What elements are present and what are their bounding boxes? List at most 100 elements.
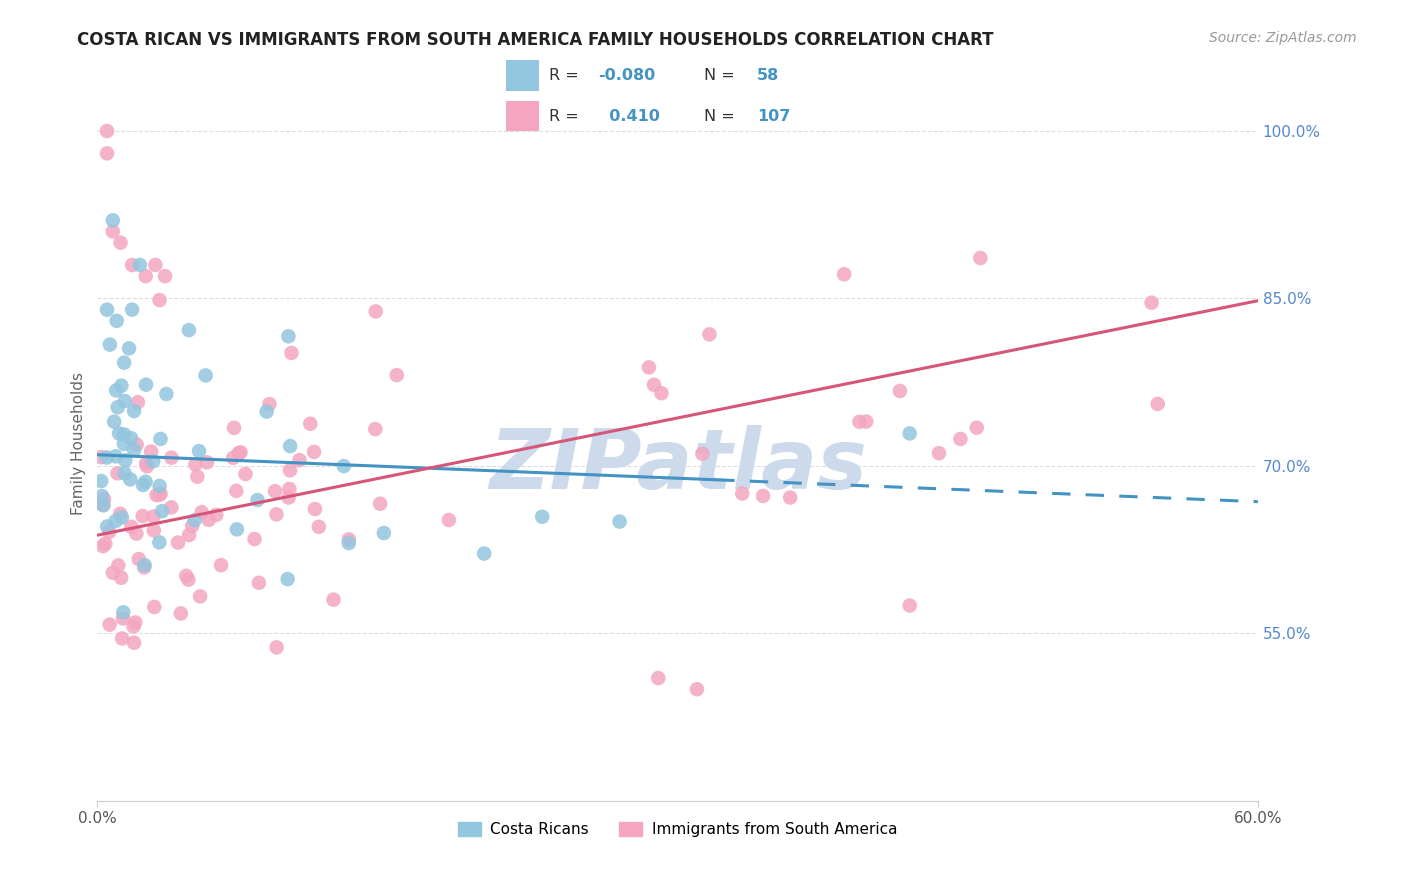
Point xyxy=(104,514,127,528)
Point xyxy=(108,507,131,521)
Point xyxy=(170,607,193,621)
Text: COSTA RICAN VS IMMIGRANTS FROM SOUTH AMERICA FAMILY HOUSEHOLDS CORRELATION CHART: COSTA RICAN VS IMMIGRANTS FROM SOUTH AME… xyxy=(77,31,994,49)
Point xyxy=(96,302,118,317)
Point xyxy=(110,571,132,585)
Point xyxy=(111,611,134,625)
Point xyxy=(228,446,250,460)
Point xyxy=(280,346,302,360)
Point xyxy=(96,519,118,533)
Point xyxy=(101,566,124,580)
Point xyxy=(114,394,136,409)
Point xyxy=(98,337,121,351)
Point xyxy=(139,444,162,458)
Point xyxy=(120,520,142,534)
Point xyxy=(91,498,114,512)
Point xyxy=(121,302,143,317)
Point xyxy=(609,515,631,529)
Text: -0.080: -0.080 xyxy=(599,68,655,83)
Point xyxy=(177,573,200,587)
Point xyxy=(222,450,245,465)
Point xyxy=(848,415,870,429)
Point xyxy=(638,360,661,375)
Point xyxy=(209,558,232,573)
Point xyxy=(112,437,135,451)
Text: N =: N = xyxy=(704,68,740,83)
Point xyxy=(222,421,245,435)
Point xyxy=(111,510,134,524)
Point xyxy=(124,615,146,630)
Point xyxy=(112,605,135,619)
Point xyxy=(120,472,142,486)
Text: R =: R = xyxy=(548,68,583,83)
Point xyxy=(277,491,299,505)
Point xyxy=(118,342,141,356)
Point xyxy=(195,455,218,469)
Text: Source: ZipAtlas.com: Source: ZipAtlas.com xyxy=(1209,31,1357,45)
Point xyxy=(131,509,153,524)
Point xyxy=(104,450,127,464)
FancyBboxPatch shape xyxy=(506,101,538,131)
FancyBboxPatch shape xyxy=(506,61,538,91)
Point xyxy=(969,251,991,265)
Point xyxy=(143,599,166,614)
Point xyxy=(302,445,325,459)
Point xyxy=(103,415,125,429)
Point xyxy=(98,617,121,632)
Point xyxy=(1140,295,1163,310)
Point xyxy=(832,267,855,281)
Point xyxy=(333,459,356,474)
Point xyxy=(898,426,921,441)
Point xyxy=(278,463,301,477)
Point xyxy=(94,536,117,550)
Point xyxy=(145,488,167,502)
Point xyxy=(186,469,208,483)
Point xyxy=(122,619,145,633)
Point xyxy=(229,445,252,459)
Point xyxy=(149,479,172,493)
Point xyxy=(686,682,709,697)
Point xyxy=(278,439,301,453)
Point xyxy=(149,432,172,446)
Text: 58: 58 xyxy=(756,68,779,83)
Point xyxy=(385,368,408,383)
Point xyxy=(98,524,121,539)
Point xyxy=(96,450,118,465)
Point xyxy=(127,395,149,409)
Point xyxy=(188,444,211,458)
Point xyxy=(142,524,165,538)
Point xyxy=(197,513,219,527)
Point xyxy=(132,560,155,574)
Point xyxy=(150,504,173,518)
Point xyxy=(364,422,387,436)
Point xyxy=(188,590,211,604)
Point xyxy=(308,520,330,534)
Point xyxy=(135,457,157,471)
Point xyxy=(112,356,135,370)
Point xyxy=(266,508,288,522)
Point xyxy=(132,478,155,492)
Point xyxy=(149,487,172,501)
Point xyxy=(121,258,143,272)
Point xyxy=(205,508,228,522)
Point xyxy=(96,146,118,161)
Point xyxy=(135,475,157,489)
Point xyxy=(167,535,190,549)
Point xyxy=(1146,397,1168,411)
Point xyxy=(90,450,112,465)
Text: ZIPatlas: ZIPatlas xyxy=(489,425,866,506)
Point xyxy=(93,498,115,512)
Point xyxy=(107,401,129,415)
Point xyxy=(304,502,326,516)
Point xyxy=(177,528,200,542)
Point xyxy=(731,486,754,500)
Point xyxy=(184,458,207,472)
Point xyxy=(148,535,170,549)
Text: 107: 107 xyxy=(756,109,790,124)
Point xyxy=(966,420,988,434)
Point xyxy=(142,509,165,524)
Point xyxy=(647,671,669,685)
Point xyxy=(650,386,672,401)
Point xyxy=(692,447,714,461)
Point xyxy=(855,415,877,429)
Point xyxy=(112,427,135,442)
